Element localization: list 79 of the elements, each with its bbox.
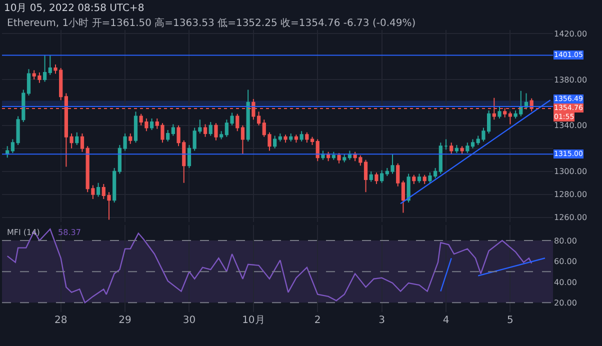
y-tick-label: 1380.00: [554, 75, 588, 84]
candlestick: [208, 121, 212, 136]
candlestick: [26, 68, 31, 96]
candlestick: [401, 180, 406, 214]
x-tick-label: 5: [507, 315, 514, 326]
candlestick: [337, 152, 341, 164]
candlestick: [220, 130, 224, 140]
y-tick-label: 20.00: [554, 298, 577, 308]
candlestick: [422, 174, 426, 185]
candlestick: [112, 167, 116, 203]
candlestick: [150, 118, 154, 131]
candlestick: [128, 132, 132, 144]
candlestick: [300, 130, 304, 142]
candlestick: [294, 134, 298, 144]
candlestick: [460, 146, 464, 155]
candlestick: [289, 132, 293, 142]
candlestick: [48, 54, 52, 76]
candlestick: [412, 174, 416, 185]
candlestick: [187, 144, 192, 168]
candlestick: [454, 144, 459, 154]
candlestick: [396, 162, 400, 187]
chart-title: MFI (14): [7, 228, 40, 237]
candlestick: [75, 132, 79, 146]
candlestick: [342, 154, 346, 163]
candlestick: [166, 130, 170, 142]
x-tick-label: 3: [378, 315, 386, 326]
y-tick-label: 80.00: [554, 236, 577, 246]
candlestick: [498, 106, 502, 120]
candlestick: [364, 159, 368, 193]
y-tick-label: 1280.00: [554, 190, 588, 200]
candlestick: [134, 111, 138, 144]
candlestick: [273, 135, 277, 149]
y-tick-label: 1300.00: [554, 167, 588, 176]
candlestick: [406, 173, 410, 203]
candlestick: [284, 134, 288, 144]
candlestick: [450, 142, 454, 155]
candlestick: [171, 124, 175, 136]
candlestick: [240, 124, 245, 155]
line-series: [6, 228, 532, 304]
x-tick-label: 2: [314, 315, 321, 326]
chart-title: 10月 05, 2022 08:58 UTC+8: [4, 3, 144, 14]
candlestick: [332, 151, 336, 160]
x-tick-label: 30: [182, 315, 196, 326]
candlestick: [524, 92, 528, 110]
candlestick: [278, 132, 282, 142]
candlestick: [80, 132, 84, 152]
candlestick: [305, 132, 309, 144]
candlestick: [96, 182, 100, 198]
candlestick: [417, 173, 422, 184]
candlestick: [374, 172, 378, 185]
candlestick: [380, 170, 384, 184]
candlestick: [6, 146, 10, 158]
x-tick-label: 10月: [242, 315, 265, 326]
candlestick: [214, 122, 218, 141]
candlestick: [444, 138, 448, 150]
candlestick: [42, 54, 47, 82]
candlestick: [246, 89, 250, 142]
candlestick: [321, 150, 325, 160]
y-tick-label: 1260.00: [554, 213, 588, 222]
candlestick: [369, 170, 373, 182]
x-tick-label: 4: [442, 315, 450, 326]
candlestick: [316, 138, 320, 162]
candlestick: [470, 138, 475, 149]
candlestick: [508, 111, 512, 125]
candlestick: [438, 142, 442, 174]
x-tick-label: 28: [54, 315, 68, 326]
y-tick-label: 1340.00: [554, 121, 588, 130]
annotation: 58.37: [58, 228, 81, 237]
chart-subtitle: Ethereum, 1小时 开=1361.50 高=1363.53 低=1352.25 收=1354.76 -6.73 (-0.49%): [7, 17, 416, 29]
candlestick: [203, 124, 208, 138]
candlestick: [348, 150, 352, 160]
candlestick: [466, 142, 470, 154]
y-tick-label: 40.00: [554, 278, 577, 287]
candlestick: [310, 136, 314, 146]
y-tick-label: 60.00: [554, 257, 577, 266]
candlestick: [236, 113, 240, 132]
candlestick: [256, 111, 261, 126]
x-tick-label: 29: [118, 315, 132, 326]
y-tick-label: 1420.00: [554, 29, 588, 38]
